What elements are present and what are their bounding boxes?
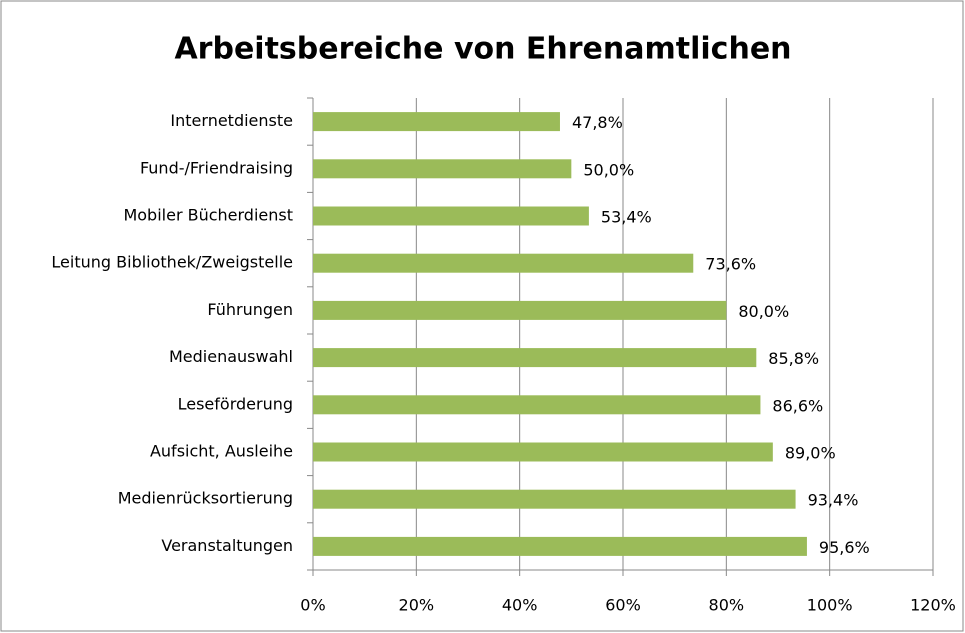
value-label: 93,4% — [808, 491, 859, 510]
value-label: 47,8% — [572, 113, 623, 132]
bar — [313, 489, 796, 509]
value-label: 89,0% — [785, 444, 836, 463]
y-tick-label: Führungen — [207, 300, 293, 319]
bar — [313, 348, 757, 368]
bar — [313, 300, 727, 320]
x-tick-label: 20% — [399, 596, 435, 615]
chart-title: Arbeitsbereiche von Ehrenamtlichen — [174, 32, 791, 67]
y-tick-label: Internetdienste — [170, 111, 293, 130]
bar — [313, 536, 807, 556]
value-label: 73,6% — [705, 255, 756, 274]
bar — [313, 206, 589, 226]
value-label: 85,8% — [768, 349, 819, 368]
y-tick-label: Aufsicht, Ausleihe — [150, 442, 293, 461]
value-label: 86,6% — [772, 396, 823, 415]
x-tick-label: 100% — [807, 596, 853, 615]
value-label: 53,4% — [601, 208, 652, 227]
y-tick-label: Mobiler Bücherdienst — [123, 206, 293, 225]
bar — [313, 112, 560, 132]
bar — [313, 253, 694, 273]
bar — [313, 159, 572, 179]
value-label: 80,0% — [738, 302, 789, 321]
value-label: 95,6% — [819, 538, 870, 557]
y-tick-label: Leitung Bibliothek/Zweigstelle — [51, 253, 293, 272]
y-tick-label: Medienauswahl — [169, 347, 293, 366]
bar — [313, 395, 761, 415]
bar — [313, 442, 773, 462]
x-tick-label: 0% — [300, 596, 325, 615]
y-tick-label: Medienrücksortierung — [118, 489, 293, 508]
x-tick-label: 80% — [709, 596, 745, 615]
value-label: 50,0% — [583, 160, 634, 179]
y-tick-label: Veranstaltungen — [161, 536, 293, 555]
y-tick-label: Leseförderung — [178, 394, 293, 413]
x-tick-label: 120% — [910, 596, 956, 615]
x-tick-label: 40% — [502, 596, 538, 615]
y-tick-label: Fund-/Friendraising — [140, 158, 293, 177]
x-tick-label: 60% — [605, 596, 641, 615]
